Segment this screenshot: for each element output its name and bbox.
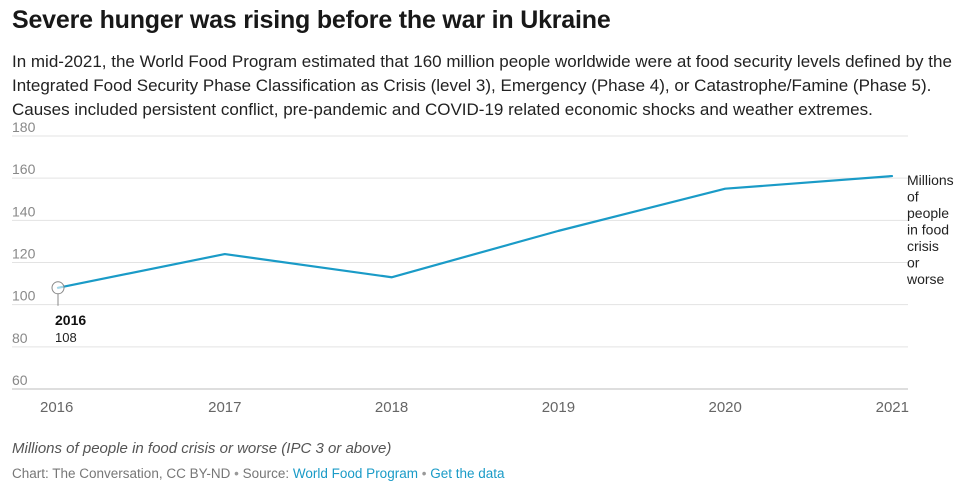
y-tick-label: 180	[12, 119, 36, 135]
series-label-line: or	[907, 255, 920, 271]
y-axis-ticks: 60 80 100 120 140 160 180	[12, 119, 36, 388]
chart-title: Severe hunger was rising before the war …	[12, 6, 611, 34]
chart-source: Chart: The Conversation, CC BY-ND • Sour…	[12, 466, 505, 481]
series-label-line: in food	[907, 222, 949, 238]
source-credit: Chart: The Conversation, CC BY-ND	[12, 466, 231, 481]
gridlines	[12, 135, 908, 390]
annotation-year: 2016	[55, 312, 86, 328]
x-tick-label: 2017	[208, 399, 241, 416]
source-link[interactable]: World Food Program	[292, 466, 418, 481]
x-tick-label: 2019	[542, 399, 575, 416]
series-line	[56, 174, 894, 289]
x-tick-label: 2020	[709, 399, 742, 416]
source-separator: •	[421, 466, 427, 481]
y-tick-label: 80	[12, 330, 28, 346]
x-tick-label: 2021	[876, 399, 909, 416]
annotation-value: 108	[55, 330, 77, 345]
chart-footnote: Millions of people in food crisis or wor…	[12, 440, 392, 457]
x-tick-label: 2018	[375, 399, 408, 416]
y-tick-label: 160	[12, 161, 36, 177]
y-tick-label: 140	[12, 203, 36, 219]
series-label-line: Millions	[907, 172, 954, 188]
y-tick-label: 60	[12, 372, 28, 388]
series-label-line: worse	[906, 271, 945, 287]
x-tick-label: 2016	[40, 399, 73, 416]
series-label-line: of	[907, 189, 919, 205]
chart-subtitle: In mid-2021, the World Food Program esti…	[12, 52, 952, 119]
line-chart: 60 80 100 120 140 160 180 2016 2017 2018 2019 2020…	[12, 119, 954, 416]
data-point-marker	[51, 281, 65, 295]
y-tick-label: 100	[12, 288, 36, 304]
series-label-line: people	[907, 205, 949, 221]
series-layer	[56, 174, 894, 289]
source-separator: •	[234, 466, 239, 481]
annotation-layer: 2016 108	[51, 281, 86, 345]
get-data-link[interactable]: Get the data	[430, 466, 505, 481]
x-axis-ticks: 2016 2017 2018 2019 2020 2021	[40, 399, 909, 416]
y-tick-label: 120	[12, 246, 36, 262]
series-label-line: crisis	[907, 238, 939, 254]
source-label: Source:	[242, 466, 290, 481]
